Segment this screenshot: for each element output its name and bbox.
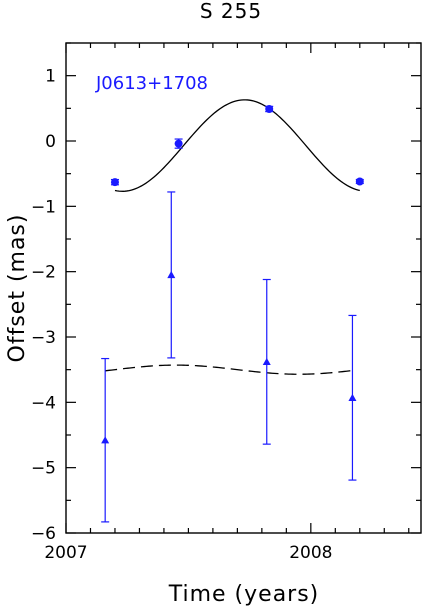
triangle-marker — [101, 436, 110, 444]
y-tick-label: 0 — [45, 132, 56, 152]
fit-curves — [105, 99, 360, 375]
y-tick-label: −3 — [31, 328, 56, 348]
data-point — [110, 178, 119, 187]
x-tick-label: 2008 — [289, 543, 332, 563]
data-point — [348, 314, 357, 481]
plot-frame — [65, 42, 422, 534]
source-annotation: J0613+1708 — [95, 73, 208, 94]
circle-marker — [174, 139, 183, 148]
x-tick-label: 2007 — [44, 543, 87, 563]
y-tick-label: −2 — [31, 263, 56, 283]
y-tick-label: −5 — [31, 459, 56, 479]
data-point — [174, 138, 183, 149]
circle-marker — [110, 178, 119, 187]
triangle-marker — [348, 393, 357, 401]
data-points — [101, 104, 364, 523]
chart-title: S 255 — [200, 0, 262, 23]
fit-curve-2 — [105, 364, 353, 375]
y-tick-label: −6 — [31, 524, 56, 544]
y-tick-label: −4 — [31, 393, 56, 413]
data-point — [355, 177, 364, 186]
data-point — [262, 278, 271, 445]
data-point — [101, 357, 110, 523]
y-tick-label: −1 — [31, 197, 56, 217]
y-axis-title: Offset (mas) — [5, 214, 30, 363]
triangle-marker — [262, 357, 271, 366]
data-point — [265, 104, 274, 113]
triangle-marker — [167, 270, 176, 279]
fit-curve-1 — [114, 99, 360, 192]
axis-ticks — [65, 42, 421, 534]
data-point — [167, 191, 176, 359]
x-axis-title: Time (years) — [168, 582, 320, 607]
y-tick-label: 1 — [45, 67, 56, 87]
circle-marker — [355, 177, 364, 186]
circle-marker — [265, 104, 274, 113]
